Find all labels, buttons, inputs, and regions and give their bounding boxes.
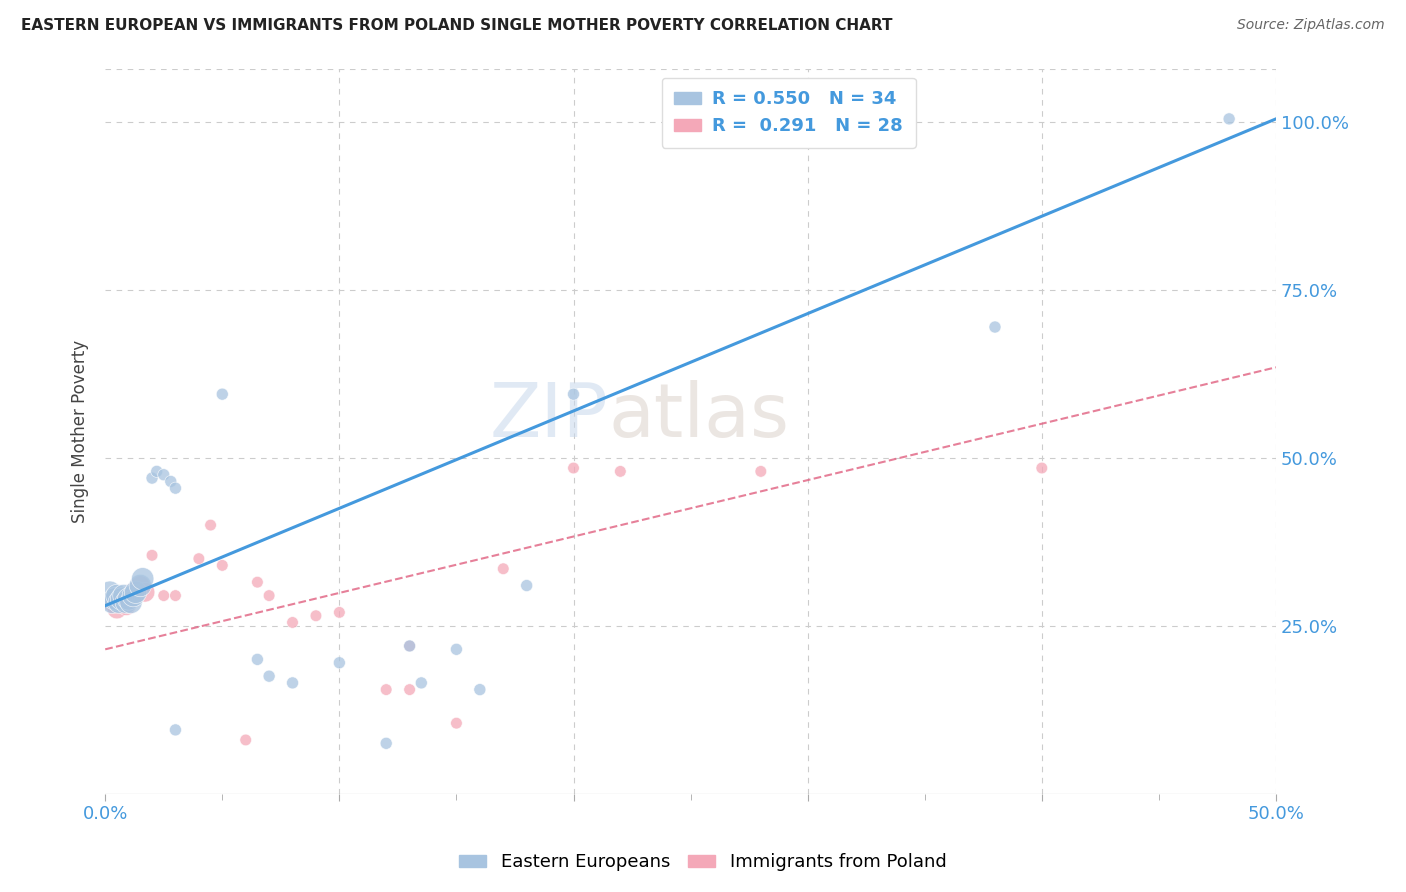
Point — [375, 736, 398, 750]
Point — [141, 549, 163, 563]
Point — [120, 595, 142, 609]
Point — [749, 464, 772, 478]
Point — [200, 518, 222, 533]
Point — [115, 595, 138, 609]
Point — [446, 716, 468, 731]
Point — [257, 669, 280, 683]
Point — [281, 615, 304, 630]
Point — [101, 595, 124, 609]
Point — [562, 387, 585, 401]
Point — [165, 481, 187, 495]
Point — [375, 682, 398, 697]
Point — [281, 676, 304, 690]
Point — [468, 682, 491, 697]
Point — [117, 591, 139, 606]
Legend: R = 0.550   N = 34, R =  0.291   N = 28: R = 0.550 N = 34, R = 0.291 N = 28 — [662, 78, 915, 148]
Point — [122, 589, 145, 603]
Point — [141, 471, 163, 485]
Point — [211, 558, 233, 573]
Point — [492, 562, 515, 576]
Point — [108, 595, 131, 609]
Point — [110, 591, 132, 606]
Point — [122, 585, 145, 599]
Point — [112, 589, 135, 603]
Point — [1031, 461, 1053, 475]
Point — [105, 602, 128, 616]
Text: ZIP: ZIP — [489, 380, 609, 453]
Point — [129, 578, 152, 592]
Point — [305, 608, 328, 623]
Point — [562, 461, 585, 475]
Point — [152, 467, 174, 482]
Point — [211, 387, 233, 401]
Point — [124, 585, 146, 599]
Text: EASTERN EUROPEAN VS IMMIGRANTS FROM POLAND SINGLE MOTHER POVERTY CORRELATION CHA: EASTERN EUROPEAN VS IMMIGRANTS FROM POLA… — [21, 18, 893, 33]
Point — [105, 589, 128, 603]
Point — [187, 551, 209, 566]
Point — [609, 464, 631, 478]
Point — [152, 589, 174, 603]
Point — [115, 599, 138, 613]
Point — [131, 572, 153, 586]
Text: Source: ZipAtlas.com: Source: ZipAtlas.com — [1237, 18, 1385, 32]
Point — [129, 578, 152, 592]
Point — [516, 578, 538, 592]
Point — [165, 723, 187, 737]
Point — [257, 589, 280, 603]
Legend: Eastern Europeans, Immigrants from Poland: Eastern Europeans, Immigrants from Polan… — [453, 847, 953, 879]
Point — [398, 682, 420, 697]
Point — [134, 585, 156, 599]
Point — [328, 606, 350, 620]
Point — [446, 642, 468, 657]
Point — [159, 475, 181, 489]
Y-axis label: Single Mother Poverty: Single Mother Poverty — [72, 340, 89, 523]
Point — [103, 591, 125, 606]
Point — [411, 676, 433, 690]
Point — [101, 595, 124, 609]
Point — [328, 656, 350, 670]
Point — [246, 575, 269, 590]
Point — [398, 639, 420, 653]
Point — [110, 595, 132, 609]
Point — [98, 585, 121, 599]
Point — [145, 464, 167, 478]
Point — [165, 589, 187, 603]
Point — [984, 320, 1007, 334]
Point — [1218, 112, 1240, 126]
Point — [246, 652, 269, 666]
Point — [235, 733, 257, 747]
Text: atlas: atlas — [609, 380, 790, 453]
Point — [398, 639, 420, 653]
